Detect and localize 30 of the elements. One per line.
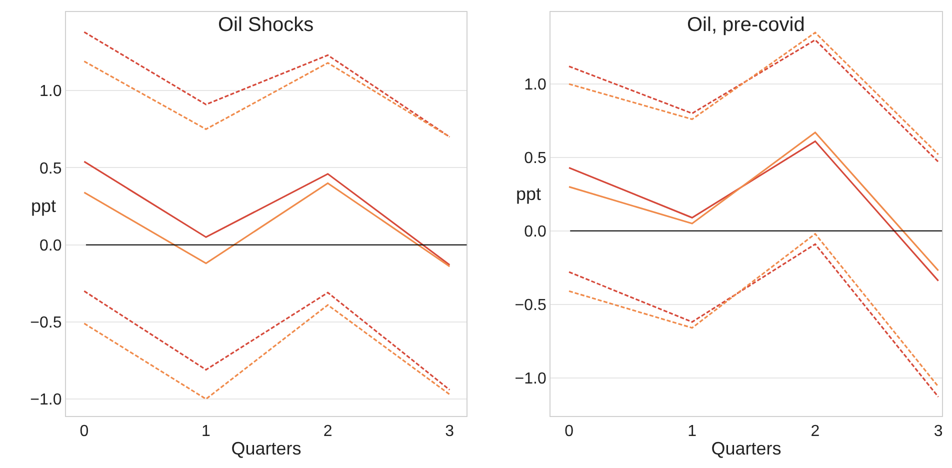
y-tick-label: −1.0 xyxy=(30,392,62,409)
line-series xyxy=(83,31,450,138)
x-tick-label: 0 xyxy=(564,423,574,440)
line-series xyxy=(83,182,450,268)
x-tick-label: 3 xyxy=(445,423,454,440)
x-tick-label: 1 xyxy=(688,423,697,440)
y-axis-title: ppt xyxy=(31,196,56,216)
y-tick-label: −0.5 xyxy=(514,296,546,314)
x-tick-label: 1 xyxy=(202,423,211,440)
line-series xyxy=(83,160,450,266)
y-tick-label: 0.5 xyxy=(524,150,546,168)
y-tick-label: −1.0 xyxy=(514,370,546,388)
chart-title: Oil, pre-covid xyxy=(687,14,805,36)
line-series xyxy=(83,290,450,391)
x-tick-label: 2 xyxy=(810,423,820,440)
x-axis-title: Quarters xyxy=(231,438,302,458)
y-tick-label: 0.0 xyxy=(524,223,546,240)
x-axis-title: Quarters xyxy=(711,438,782,458)
y-tick-label: 0.5 xyxy=(39,160,62,178)
y-tick-label: 1.0 xyxy=(524,76,546,94)
x-tick-label: 0 xyxy=(80,423,89,440)
y-tick-label: 1.0 xyxy=(39,83,62,100)
x-tick-label: 2 xyxy=(323,423,332,440)
chart-title: Oil Shocks xyxy=(218,14,314,36)
y-tick-label: 0.0 xyxy=(39,237,62,254)
y-axis-title: ppt xyxy=(516,184,542,204)
y-tick-label: −0.5 xyxy=(30,314,62,332)
line-series xyxy=(83,304,450,400)
x-tick-label: 3 xyxy=(934,423,943,440)
line-series xyxy=(83,60,450,138)
